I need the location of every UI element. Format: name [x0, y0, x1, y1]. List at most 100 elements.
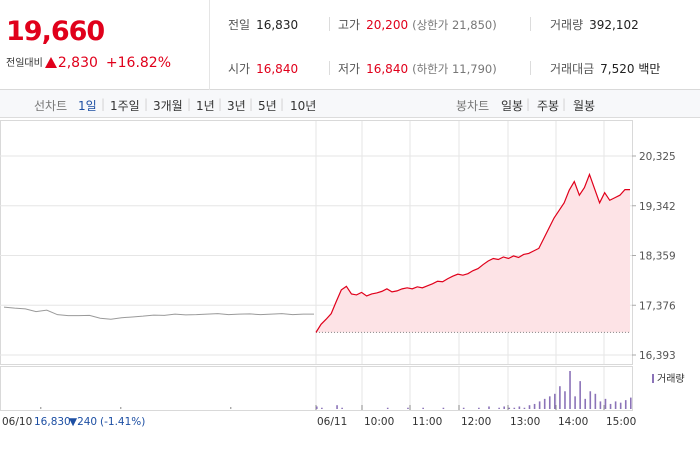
- period-5y[interactable]: 5년: [258, 99, 277, 113]
- high-stat: 고가 20,200 (상한가 21,850): [338, 16, 497, 33]
- volume-bar: [589, 391, 592, 409]
- high-value: 20,200: [366, 18, 409, 32]
- amount-value: 7,520 백만: [600, 62, 661, 76]
- volume-label: 거래량: [550, 18, 584, 32]
- volume-bar: [614, 401, 617, 409]
- change-label: 전일대비: [6, 58, 43, 69]
- volume-bar: [559, 386, 561, 409]
- candle-monthly[interactable]: 월봉: [573, 99, 596, 113]
- lower-limit: (하한가 11,790): [412, 62, 497, 76]
- x-tick-label: 06/11: [317, 416, 347, 428]
- x-tick-label: 12:00: [461, 416, 491, 428]
- volume-bar: [523, 407, 526, 409]
- prev-close-stat: 전일 16,830: [228, 16, 298, 33]
- volume-bar: [538, 401, 541, 409]
- volume-bar: [508, 407, 511, 409]
- volume-bar: [478, 407, 480, 409]
- low-label: 저가: [338, 62, 361, 76]
- volume-bar: [584, 398, 587, 409]
- volume-legend-label: 거래량: [657, 373, 685, 385]
- volume-panel-frame: [0, 366, 633, 411]
- volume-bar: [488, 406, 490, 409]
- volume-bar: [513, 407, 516, 409]
- prev-session-line: [3, 306, 314, 320]
- volume-bar: [594, 393, 597, 409]
- low-stat: 저가 16,840 (하한가 11,790): [338, 60, 497, 77]
- period-1d[interactable]: 1일: [78, 99, 97, 113]
- candle-daily[interactable]: 일봉: [501, 99, 524, 113]
- volume-bar: [619, 402, 622, 409]
- volume-bar: [462, 407, 465, 409]
- volume-bar: [554, 393, 556, 409]
- x-tick-label: 14:00: [558, 416, 588, 428]
- period-1y[interactable]: 1년: [196, 99, 215, 113]
- volume-bar: [321, 407, 323, 409]
- y-tick-label: 19,342: [639, 201, 676, 213]
- volume-bar: [630, 397, 632, 409]
- period-3y[interactable]: 3년: [227, 99, 246, 113]
- open-value: 16,840: [256, 62, 299, 76]
- volume-legend-swatch: [652, 374, 654, 383]
- prev-day-date: 06/10: [2, 416, 32, 428]
- prev-close-value: 16,830: [256, 18, 299, 32]
- volume-bar: [609, 403, 612, 409]
- candle-chart-tab[interactable]: 봉차트: [456, 99, 490, 113]
- volume-bar: [543, 398, 546, 409]
- volume-value: 392,102: [589, 18, 639, 32]
- amount-stat: 거래대금 7,520 백만: [550, 60, 660, 77]
- volume-bar: [518, 406, 521, 409]
- open-label: 시가: [228, 62, 251, 76]
- volume-stat: 거래량 392,102: [550, 16, 639, 33]
- current-price: 19,660: [6, 16, 105, 47]
- volume-bar: [569, 371, 571, 409]
- volume-bar: [533, 403, 536, 409]
- change-value: 2,830: [57, 55, 98, 71]
- session-area: [316, 174, 630, 333]
- prev-day-close: 16,830: [34, 416, 71, 428]
- prev-day-pct: (-1.41%): [100, 416, 145, 428]
- volume-bar: [407, 407, 409, 409]
- volume-bar: [579, 381, 581, 409]
- volume-bar: [624, 400, 627, 409]
- up-triangle-icon: [44, 57, 57, 68]
- period-10y[interactable]: 10년: [290, 99, 317, 113]
- volume-bar: [498, 407, 500, 409]
- intraday-chart: 20,325 19,342 18,359 17,376 16,393 06/11 10:00…: [0, 118, 700, 450]
- volume-bar: [564, 391, 566, 409]
- change-percent: +16.82%: [105, 55, 172, 71]
- open-stat: 시가 16,840: [228, 60, 298, 77]
- volume-bar: [604, 398, 607, 409]
- volume-bar: [528, 405, 531, 409]
- high-label: 고가: [338, 18, 361, 32]
- volume-bar: [422, 407, 424, 409]
- y-tick-label: 17,376: [639, 300, 676, 312]
- x-tick-label: 15:00: [606, 416, 636, 428]
- volume-bar: [120, 407, 122, 409]
- low-value: 16,840: [366, 62, 409, 76]
- change-row: 전일대비 2,830 +16.82%: [6, 54, 171, 71]
- price-panel-frame: [0, 120, 633, 365]
- volume-bar: [230, 407, 232, 409]
- volume-bar: [336, 405, 338, 409]
- period-1w[interactable]: 1주일: [110, 99, 140, 113]
- y-tick-label: 20,325: [639, 151, 676, 163]
- chart-toolbar: 선차트 1일 | 1주일 | 3개월 | 1년 | 3년 | 5년 | 10년 …: [0, 90, 700, 118]
- y-tick-label: 16,393: [639, 350, 676, 362]
- volume-bar: [574, 396, 576, 409]
- volume-bar: [599, 401, 602, 409]
- price-summary: 19,660 전일대비 2,830 +16.82%: [0, 0, 210, 90]
- volume-bar: [442, 407, 445, 409]
- x-tick-label: 11:00: [412, 416, 442, 428]
- period-3m[interactable]: 3개월: [153, 99, 183, 113]
- volume-bar: [548, 396, 551, 409]
- chart-svg: 20,325 19,342 18,359 17,376 16,393 06/11 10:00…: [0, 120, 685, 428]
- x-tick-label: 13:00: [510, 416, 540, 428]
- volume-bar: [341, 407, 343, 409]
- session-line: [315, 172, 630, 333]
- volume-bar: [316, 406, 318, 409]
- line-chart-tab[interactable]: 선차트: [34, 99, 68, 113]
- candle-weekly[interactable]: 주봉: [537, 99, 560, 113]
- price-header: 19,660 전일대비 2,830 +16.82% 전일 16,830 고가 20,20…: [0, 0, 700, 90]
- prev-close-label: 전일: [228, 18, 251, 32]
- prev-day-change: ▼240: [69, 416, 97, 428]
